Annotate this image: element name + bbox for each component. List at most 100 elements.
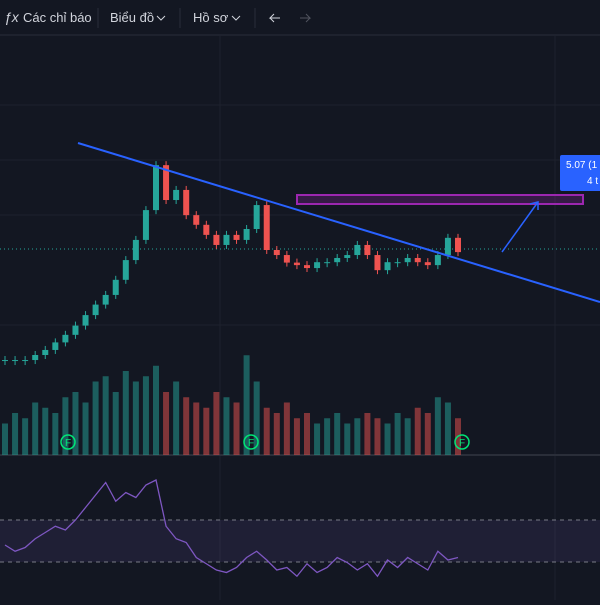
volume-bar (394, 413, 401, 455)
volume-bar (32, 402, 39, 455)
candle (444, 237, 451, 256)
volume-bar (132, 381, 139, 455)
volume-bar (414, 407, 421, 455)
candle (223, 234, 230, 245)
volume-bar (223, 397, 230, 455)
volume-bar (62, 397, 69, 455)
candle (344, 255, 351, 258)
volume-bar (2, 423, 8, 455)
candle (394, 262, 401, 264)
volume-bar (263, 407, 270, 455)
candle (62, 334, 69, 343)
volume-bar (314, 423, 321, 455)
volume-bar (384, 423, 391, 455)
candle (354, 244, 361, 256)
undo-button[interactable] (268, 13, 280, 23)
volume-bar (52, 413, 59, 455)
candle (52, 342, 59, 350)
price-label: 5.07 (1 (566, 160, 598, 171)
earnings-badges: F F F (60, 434, 470, 450)
volume-bar (293, 418, 300, 455)
candle (72, 325, 79, 335)
fx-icon[interactable]: ƒx (4, 9, 20, 25)
volume-bar (213, 392, 220, 455)
candle (153, 165, 159, 211)
volume-bar (334, 413, 341, 455)
price-label: 4 t (587, 176, 598, 187)
volume-bar (183, 397, 190, 455)
candle (42, 349, 49, 355)
candle (173, 189, 180, 201)
resistance-zone (296, 194, 584, 205)
svg-text:F: F (65, 438, 71, 449)
volume-bar (324, 418, 331, 455)
volume-bar (12, 413, 19, 455)
chevron (156, 15, 166, 21)
volume-bar (364, 413, 371, 455)
rsi-band (0, 520, 600, 562)
volume-bar (153, 365, 159, 455)
volume-bar (112, 392, 119, 455)
grid (0, 36, 600, 600)
volume-bar (354, 418, 361, 455)
svg-text:F: F (248, 438, 254, 449)
candle (455, 237, 461, 253)
candle (424, 262, 431, 266)
candle (163, 165, 170, 201)
candle (12, 360, 19, 362)
volume-bar (243, 355, 250, 455)
volume-bar (42, 407, 49, 455)
indicators-button[interactable]: Các chỉ báo (23, 10, 92, 25)
volume-bar (233, 402, 240, 455)
candle (374, 255, 381, 271)
volume-bar (434, 397, 441, 455)
candle (293, 262, 300, 266)
volume-bar (404, 418, 411, 455)
candle (102, 294, 109, 305)
volume-bar (374, 418, 381, 455)
candle (324, 262, 331, 264)
volume-bar (163, 392, 170, 455)
candle (203, 224, 210, 235)
price-label-box (560, 155, 600, 191)
volume-bar (344, 423, 351, 455)
volume-bar (444, 402, 451, 455)
volume-bar (253, 381, 260, 455)
candle (283, 255, 290, 263)
volume-bar (82, 402, 89, 455)
candle (414, 257, 421, 263)
candle (183, 189, 190, 216)
volume-bar (203, 407, 210, 455)
candle (122, 260, 129, 280)
plot (2, 161, 461, 578)
candle (304, 265, 310, 269)
candle (92, 304, 99, 316)
candle (32, 355, 39, 361)
volume-bar (283, 402, 290, 455)
profile-button[interactable]: Hồ sơ (193, 10, 229, 25)
chart-button[interactable]: Biểu đồ (110, 10, 154, 25)
volume-bar (304, 413, 310, 455)
volume-bar (92, 381, 99, 455)
candle (314, 262, 321, 269)
candle (193, 215, 200, 225)
candle (334, 257, 341, 263)
redo-button[interactable] (300, 13, 312, 23)
volume-bar (193, 402, 200, 455)
candle (384, 262, 391, 271)
arrow (501, 201, 539, 253)
candle (142, 210, 149, 240)
volume-bar (72, 392, 79, 455)
candle (22, 360, 29, 362)
volume-bar (22, 418, 29, 455)
candle (404, 257, 411, 263)
volume-bar (424, 413, 431, 455)
volume-bar (142, 376, 149, 455)
candle (263, 205, 270, 250)
trend-line (77, 142, 600, 303)
volume-bar (102, 376, 109, 455)
rsi-line (4, 479, 459, 578)
chevron (231, 15, 241, 21)
